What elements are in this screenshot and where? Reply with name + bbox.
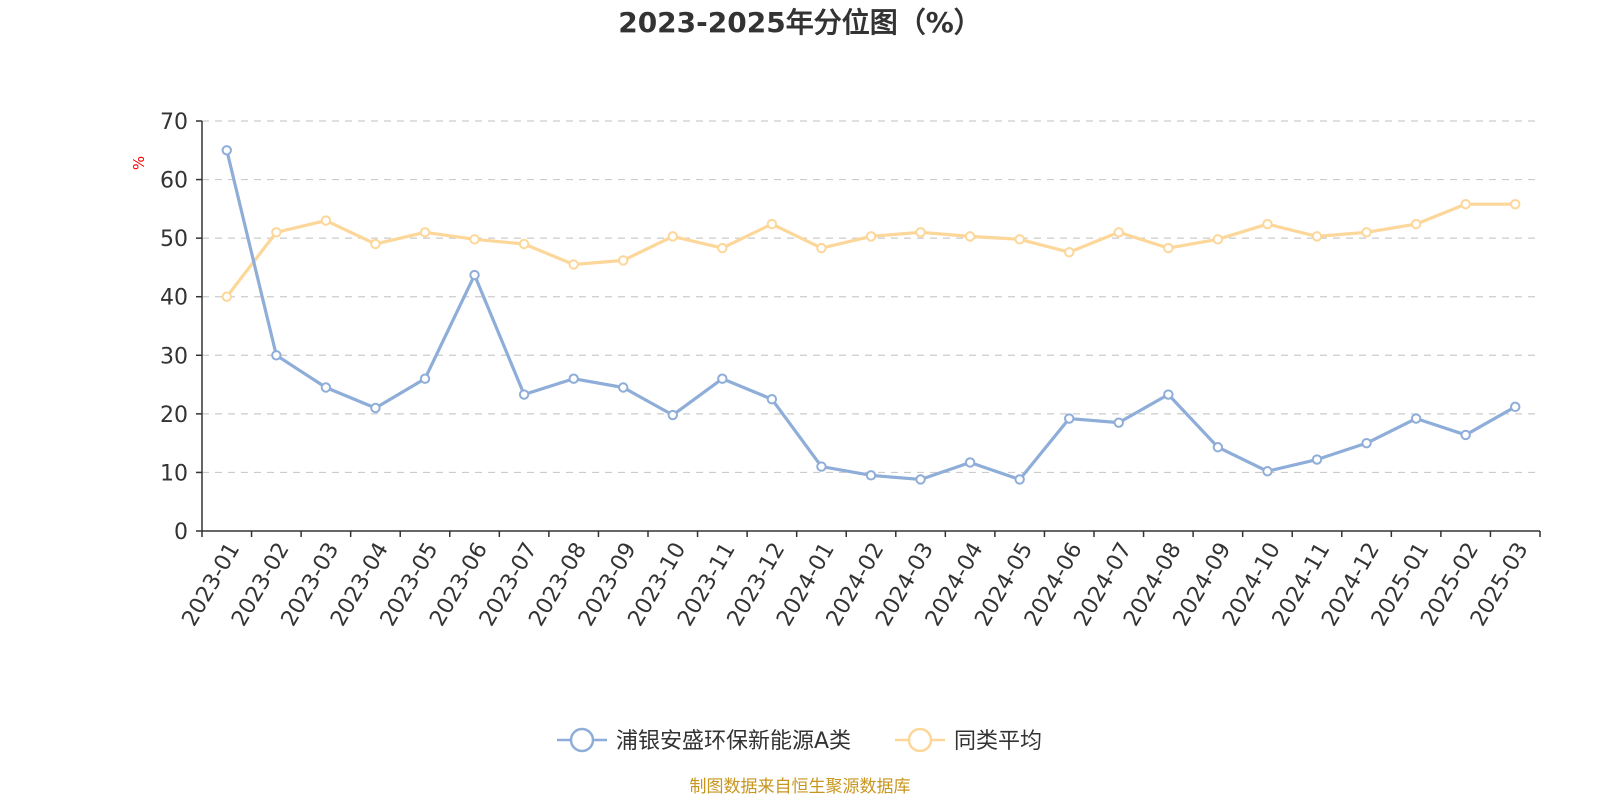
legend-label: 同类平均 [954,729,1042,754]
data-point[interactable] [618,255,629,266]
data-point[interactable] [271,350,282,361]
y-tick-label: 10 [160,461,188,486]
data-point[interactable] [370,238,381,250]
legend-marker [907,727,933,753]
data-point[interactable] [865,231,877,242]
data-point[interactable] [1510,198,1521,210]
data-point[interactable] [221,291,232,302]
data-point[interactable] [766,218,778,230]
y-tick-label: 0 [174,520,188,545]
axes [196,120,1541,537]
data-point[interactable] [865,470,877,481]
data-point[interactable] [717,242,728,254]
data-point[interactable] [1262,466,1273,477]
legend-item-1[interactable]: 同类平均 [895,727,1042,754]
series-line [225,202,1516,298]
legend-marker [569,727,595,753]
data-point[interactable] [816,242,827,254]
data-point[interactable] [667,231,678,242]
data-point[interactable] [1163,389,1174,400]
y-tick-label: 50 [160,227,188,252]
data-point[interactable] [1014,474,1025,485]
y-tick-label: 70 [160,110,188,135]
chart-title: 2023-2025年分位图（%） [618,6,982,39]
data-point[interactable] [816,461,827,472]
data-point[interactable] [1212,442,1224,453]
x-axis-ticks: 2023-012023-022023-032023-042023-052023-… [178,539,1534,631]
data-point[interactable] [271,227,282,238]
data-point[interactable] [1361,227,1372,238]
y-tick-label: 30 [160,344,188,369]
data-point[interactable] [1212,234,1224,245]
y-tick-label: 40 [160,286,188,311]
data-point[interactable] [1460,429,1471,441]
data-point[interactable] [667,409,678,421]
data-point[interactable] [370,402,381,414]
data-point[interactable] [766,394,778,405]
data-point[interactable] [518,389,530,400]
data-point[interactable] [964,457,976,468]
legend: 浦银安盛环保新能源A类 同类平均 [557,727,1042,754]
data-source-note: 制图数据来自恒生聚源数据库 [690,777,911,797]
data-point[interactable] [568,259,579,270]
series-0 [221,145,1521,485]
data-point[interactable] [1410,218,1422,230]
data-point[interactable] [915,474,926,485]
data-point[interactable] [1064,247,1075,258]
data-point[interactable] [1460,198,1471,210]
data-point[interactable] [469,269,480,281]
data-point[interactable] [469,234,480,245]
y-axis-ticks: 0 10 20 30 40 50 60 70 [160,110,188,545]
data-point[interactable] [1163,242,1174,254]
data-point[interactable] [1064,413,1075,424]
data-point[interactable] [1113,227,1124,238]
data-point[interactable] [1014,234,1025,245]
data-point[interactable] [1311,231,1323,242]
y-tick-label: 20 [160,403,188,428]
data-point[interactable] [964,231,976,242]
data-point[interactable] [320,215,332,226]
data-point[interactable] [419,373,431,384]
data-point[interactable] [1361,437,1372,449]
legend-item-0[interactable]: 浦银安盛环保新能源A类 [557,727,851,754]
legend-label: 浦银安盛环保新能源A类 [616,729,851,754]
data-point[interactable] [320,382,332,393]
data-point[interactable] [618,382,629,393]
data-point[interactable] [915,227,926,238]
y-tick-label: 60 [160,169,188,194]
data-point[interactable] [518,238,530,250]
series-line [225,149,1517,482]
data-point[interactable] [568,373,579,384]
data-point[interactable] [1113,417,1124,428]
plot-area [221,145,1521,485]
data-point[interactable] [1262,218,1273,230]
series-1 [221,198,1521,302]
data-point[interactable] [1410,413,1422,424]
data-point[interactable] [717,373,728,384]
data-point[interactable] [1311,454,1323,465]
data-point[interactable] [1510,401,1521,413]
y-axis-unit-label: % [130,156,148,170]
data-point[interactable] [221,145,232,156]
grid-lines [202,120,1540,474]
data-point[interactable] [419,227,431,238]
